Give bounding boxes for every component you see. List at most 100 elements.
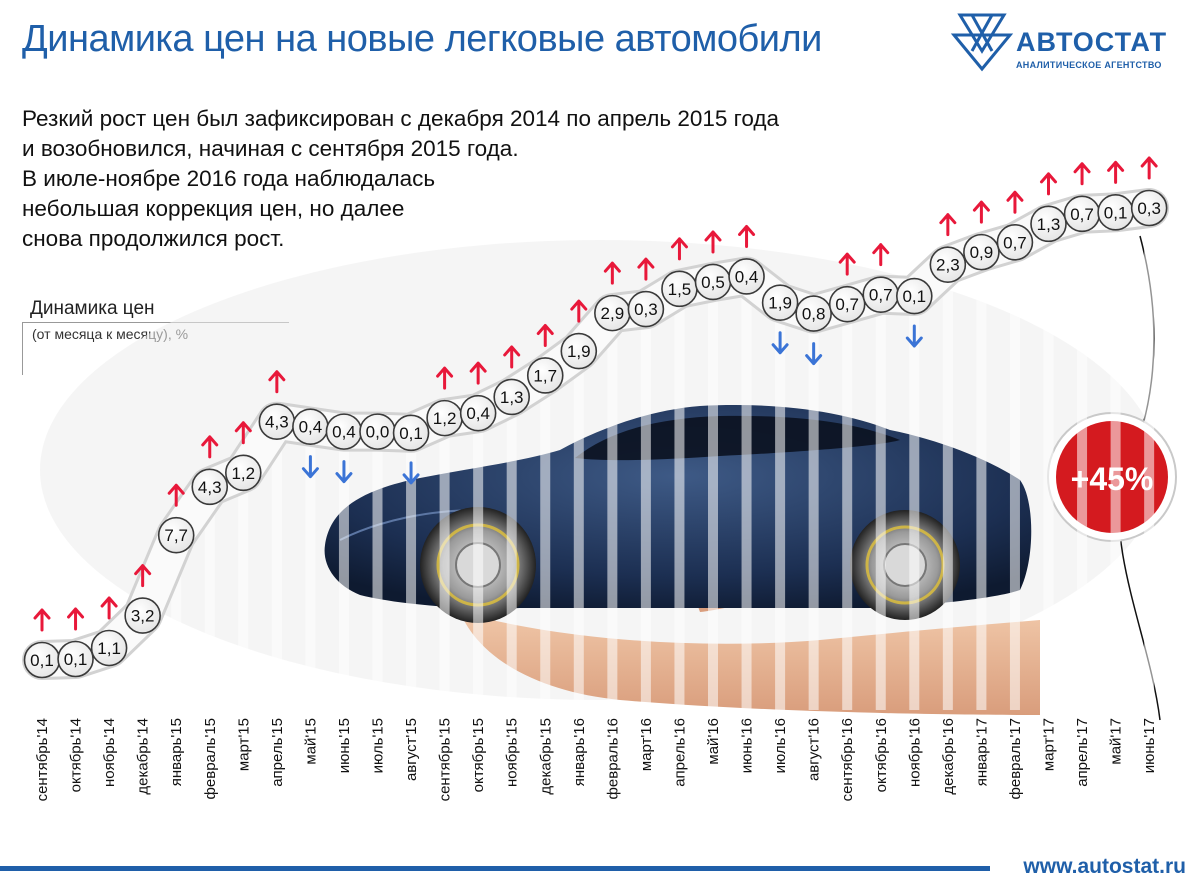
month-label: декабрь'14 (135, 718, 152, 795)
value-label: 0,3 (1137, 199, 1161, 218)
value-label: 0,4 (332, 423, 356, 442)
value-bubble (929, 246, 967, 283)
value-label: 0,5 (701, 273, 725, 292)
value-label: 0,4 (466, 404, 490, 423)
description: Резкий рост цен был зафиксирован с декаб… (22, 104, 902, 254)
up-arrow-icon (972, 200, 990, 224)
value-bubble (459, 394, 497, 432)
value-label: 0,1 (902, 287, 926, 306)
logo-subtitle: АНАЛИТИЧЕСКОЕ АГЕНТСТВО (1016, 60, 1162, 70)
value-label: 0,1 (64, 650, 88, 669)
description-line: Резкий рост цен был зафиксирован с декаб… (22, 106, 780, 131)
month-label: сентябрь'16 (839, 718, 856, 801)
up-arrow-icon (637, 257, 655, 281)
up-arrow-icon (234, 421, 252, 445)
value-bubble (761, 284, 799, 322)
value-bubble (1030, 205, 1067, 243)
value-bubble (560, 332, 598, 370)
value-label: 4,3 (265, 413, 289, 432)
month-label: январь'16 (571, 718, 588, 786)
up-arrow-icon (738, 224, 756, 248)
value-bubble (996, 223, 1034, 261)
month-label: ноябрь'16 (906, 718, 923, 787)
month-label: март'16 (638, 718, 655, 771)
description-line: В июле-ноябре 2016 года наблюдалась (22, 166, 436, 191)
value-bubble (728, 258, 765, 295)
up-arrow-icon (134, 564, 152, 588)
value-label: 1,3 (1037, 215, 1061, 234)
value-bubble (191, 468, 229, 506)
up-arrow-icon (838, 252, 856, 276)
up-arrow-icon (536, 323, 554, 347)
month-label: апрель'17 (1074, 718, 1091, 787)
description-line: снова продолжился рост. (22, 226, 285, 251)
value-bubble (157, 516, 195, 554)
month-label: май'16 (705, 718, 722, 765)
month-label: ноябрь'15 (504, 718, 521, 787)
month-label: февраль'17 (1007, 718, 1024, 799)
value-label: 1,3 (500, 388, 524, 407)
month-label: октябрь'15 (470, 718, 487, 792)
value-label: 0,7 (1070, 205, 1094, 224)
month-label: февраль'15 (202, 718, 219, 799)
up-arrow-icon (1006, 190, 1024, 214)
value-bubble (90, 629, 128, 667)
value-label: 2,3 (936, 256, 960, 275)
logo-emblem-icon (950, 13, 1014, 72)
month-label: март'15 (235, 718, 252, 771)
value-bubble (493, 378, 531, 416)
month-label: январь'17 (973, 718, 990, 786)
value-bubbles: 0,1 0,1 1,1 3,2 7,7 4,3 1,2 4,3 0,4 0,4 0,0 0,1 1,2 0… (23, 189, 1168, 679)
value-label: 1,2 (231, 464, 255, 483)
up-arrow-icon (603, 261, 621, 285)
month-label: май'17 (1108, 718, 1125, 765)
up-arrow-icon (268, 370, 286, 394)
up-arrow-icon (1140, 156, 1158, 180)
footer-bar (0, 866, 990, 871)
value-label: 1,1 (97, 639, 121, 658)
month-label: октябрь'16 (873, 718, 890, 792)
down-arrow-icon (301, 455, 319, 479)
up-arrow-icon (872, 243, 890, 267)
month-label: сентябрь'15 (437, 718, 454, 801)
value-label: 0,7 (835, 295, 859, 314)
value-bubble (392, 414, 430, 452)
value-label: 0,8 (802, 305, 826, 324)
value-label: 0,9 (970, 243, 994, 262)
up-arrow-icon (1073, 162, 1091, 186)
up-arrow-icon (167, 483, 185, 507)
down-arrow-icon (402, 461, 420, 485)
month-label: июнь'16 (739, 718, 756, 773)
month-labels: сентябрь'14 октябрь'14 ноябрь'14 декабрь'14… (34, 718, 1158, 801)
month-label: август'16 (806, 718, 823, 781)
website-url: www.autostat.ru (1023, 855, 1186, 878)
month-label: июль'16 (772, 718, 789, 773)
autostat-logo: АВТОСТАТ АНАЛИТИЧЕСКОЕ АГЕНТСТВО (950, 5, 1190, 75)
up-arrow-icon (1040, 172, 1057, 196)
up-arrow-icon (704, 230, 722, 254)
value-label: 1,2 (433, 409, 457, 428)
month-label: май'15 (302, 718, 319, 765)
up-arrow-icon (503, 345, 521, 369)
month-label: апрель'15 (269, 718, 286, 787)
month-label: июль'15 (370, 718, 387, 773)
description-line: и возобновился, начиная с сентября 2015 … (22, 136, 519, 161)
value-label: 2,9 (601, 304, 625, 323)
description-line: небольшая коррекция цен, но далее (22, 196, 405, 221)
month-label: ноябрь'14 (101, 718, 118, 787)
value-label: 1,9 (567, 342, 591, 361)
down-arrow-icon (905, 324, 923, 348)
legend-frame (22, 322, 289, 375)
up-arrow-icon (1107, 160, 1125, 184)
value-bubble (828, 285, 866, 323)
month-stripes (37, 226, 1155, 710)
month-label: февраль'16 (604, 718, 621, 799)
month-label: декабрь'15 (537, 718, 554, 795)
up-arrow-icon (33, 608, 51, 632)
month-label: июнь'15 (336, 718, 353, 773)
direction-arrows (33, 156, 1158, 632)
month-label: июнь'17 (1141, 718, 1158, 773)
value-label: 0,1 (30, 651, 54, 670)
value-bubble (795, 295, 832, 332)
value-label: 7,7 (164, 526, 188, 545)
